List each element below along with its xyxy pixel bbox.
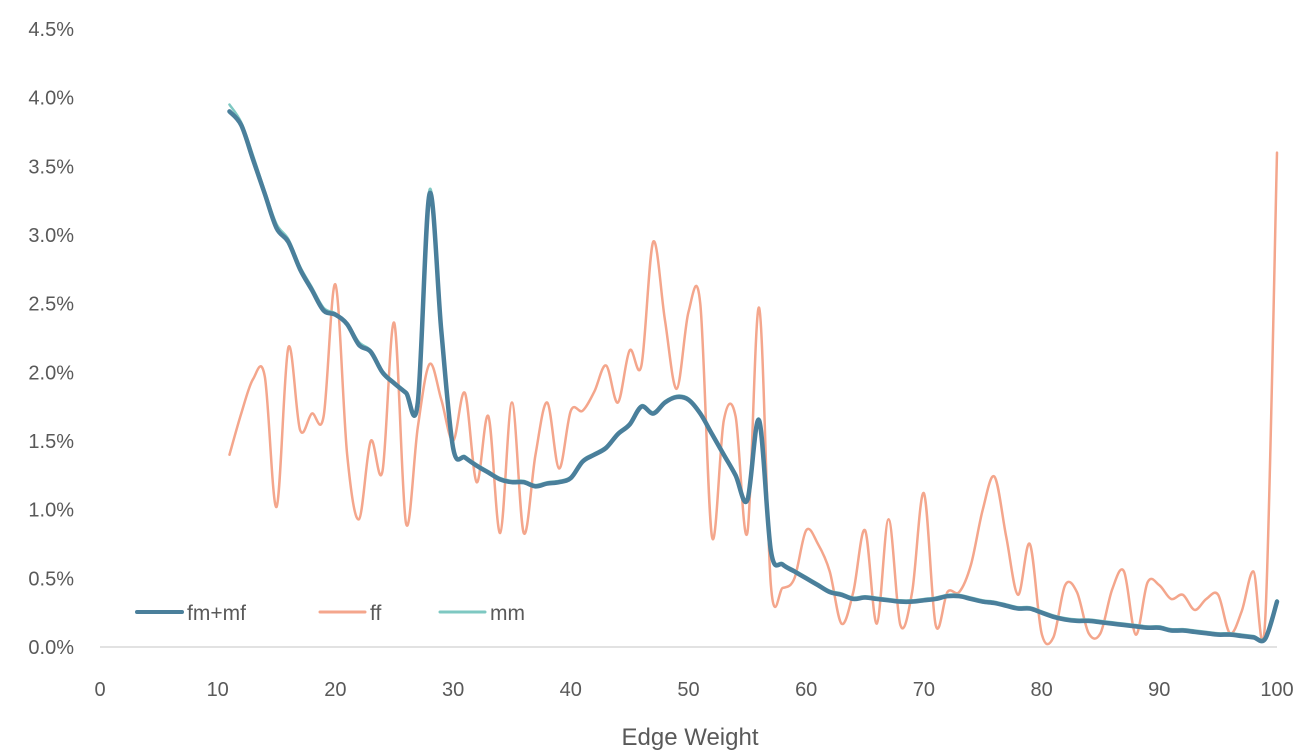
legend-label: mm: [490, 602, 525, 625]
y-tick-label: 1.5%: [28, 431, 74, 453]
x-tick-label: 90: [1148, 679, 1170, 701]
x-tick-label: 50: [677, 679, 699, 701]
x-tick-label: 30: [442, 679, 464, 701]
series-line-mm: [228, 103, 1279, 641]
x-tick-label: 10: [207, 679, 229, 701]
x-tick-label: 40: [560, 679, 582, 701]
series-line-fm-mf: [227, 109, 1280, 644]
series-lines: [227, 103, 1280, 646]
y-tick-label: 4.0%: [28, 88, 74, 110]
x-axis-title: Edge Weight: [622, 724, 759, 751]
y-tick-label: 3.5%: [28, 156, 74, 178]
y-axis-ticks: 0.0% 0.5% 1.0% 1.5% 2.0% 2.5% 3.0% 3.5% 4.0% 4.5%: [28, 19, 74, 659]
y-tick-label: 0.5%: [28, 568, 74, 590]
y-tick-label: 4.5%: [28, 19, 74, 41]
x-tick-label: 80: [1030, 679, 1052, 701]
y-tick-label: 3.0%: [28, 225, 74, 247]
x-tick-label: 100: [1260, 679, 1293, 701]
legend-label: fm+mf: [187, 602, 246, 625]
y-tick-label: 1.0%: [28, 500, 74, 522]
x-tick-label: 0: [94, 679, 105, 701]
y-tick-label: 2.0%: [28, 362, 74, 384]
x-tick-label: 60: [795, 679, 817, 701]
y-tick-label: 0.0%: [28, 637, 74, 659]
x-axis-ticks: 0 10 20 30 40 50 60 70 80 90 100: [94, 679, 1293, 701]
x-tick-label: 70: [913, 679, 935, 701]
series-line-ff: [228, 151, 1279, 646]
legend-label: ff: [370, 602, 381, 625]
y-tick-label: 2.5%: [28, 294, 74, 316]
legend: fm+mf ff mm: [135, 602, 525, 625]
x-tick-label: 20: [324, 679, 346, 701]
